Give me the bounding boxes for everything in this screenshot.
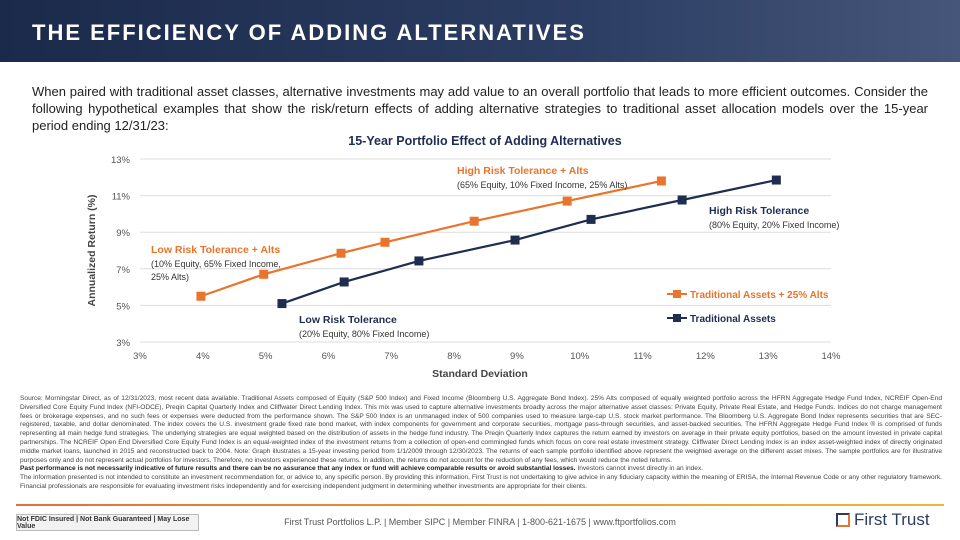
data-point [656, 176, 666, 186]
x-tick-label: 12% [696, 351, 716, 362]
data-point [339, 277, 349, 287]
past-performance-note: Past performance is not necessarily indi… [20, 465, 704, 473]
data-point [510, 235, 520, 245]
x-tick-label: 11% [633, 351, 652, 362]
x-tick-label: 14% [821, 351, 841, 362]
annotation-subtitle: (20% Equity, 80% Fixed Income) [299, 329, 429, 339]
y-tick-label: 13% [111, 155, 131, 166]
data-point [469, 216, 479, 226]
x-tick-label: 4% [196, 351, 210, 362]
legend-marker [673, 314, 681, 322]
x-tick-label: 6% [322, 351, 336, 362]
data-point [414, 256, 424, 266]
annotation-title: High Risk Tolerance [709, 205, 809, 217]
fdic-badge: Not FDIC Insured | Not Bank Guaranteed |… [16, 514, 199, 531]
title-bar: THE EFFICIENCY OF ADDING ALTERNATIVES [0, 0, 960, 62]
contact-line: First Trust Portfolios L.P. | Member SIP… [284, 517, 676, 527]
y-tick-label: 5% [116, 301, 130, 312]
annotation-title: Low Risk Tolerance [299, 314, 397, 326]
x-tick-label: 5% [259, 351, 273, 362]
disclosures: Source: Morningstar Direct, as of 12/31/… [20, 395, 942, 492]
y-tick-label: 7% [116, 265, 130, 276]
data-point [677, 195, 687, 205]
x-tick-label: 7% [384, 351, 398, 362]
data-point [336, 248, 346, 258]
x-tick-label: 10% [570, 351, 590, 362]
data-point [562, 196, 572, 206]
x-axis-label: Standard Deviation [432, 368, 528, 380]
y-tick-label: 3% [116, 338, 130, 349]
footer-divider [16, 504, 944, 506]
y-axis-label: Annualized Return (%) [86, 195, 98, 307]
logo-mark-icon [836, 513, 850, 527]
series-line [281, 178, 777, 305]
x-tick-label: 8% [447, 351, 461, 362]
annotation-title: Low Risk Tolerance + Alts [151, 244, 280, 256]
chart-title: 15-Year Portfolio Effect of Adding Alter… [348, 134, 621, 148]
source-note: Source: Morningstar Direct, as of 12/31/… [20, 395, 942, 464]
annotation-subtitle: 25% Alts) [151, 272, 189, 282]
data-point [196, 291, 206, 301]
data-point [380, 237, 390, 247]
data-point [771, 175, 781, 185]
data-point [259, 269, 269, 279]
legend-marker [673, 290, 681, 298]
annotation-title: High Risk Tolerance + Alts [457, 165, 589, 177]
page-title: THE EFFICIENCY OF ADDING ALTERNATIVES [32, 20, 586, 45]
x-tick-label: 3% [133, 351, 147, 362]
annotation-subtitle: (80% Equity, 20% Fixed Income) [709, 220, 839, 230]
annotation-subtitle: (65% Equity, 10% Fixed Income, 25% Alts) [457, 180, 627, 190]
efficiency-chart: 15-Year Portfolio Effect of Adding Alter… [86, 134, 841, 380]
annotation-subtitle: (10% Equity, 65% Fixed Income, [151, 259, 281, 269]
data-point [586, 214, 596, 224]
x-tick-label: 13% [759, 351, 779, 362]
legend-label: Traditional Assets [690, 314, 776, 325]
first-trust-logo: First Trust [836, 510, 930, 530]
legend-label: Traditional Assets + 25% Alts [690, 290, 829, 301]
info-note: The information presented is not intende… [20, 474, 942, 490]
x-tick-label: 9% [510, 351, 524, 362]
intro-text: When paired with traditional asset class… [32, 84, 928, 133]
series-line [200, 179, 662, 298]
data-point [277, 299, 287, 309]
y-tick-label: 9% [116, 228, 130, 239]
y-tick-label: 11% [112, 192, 131, 203]
